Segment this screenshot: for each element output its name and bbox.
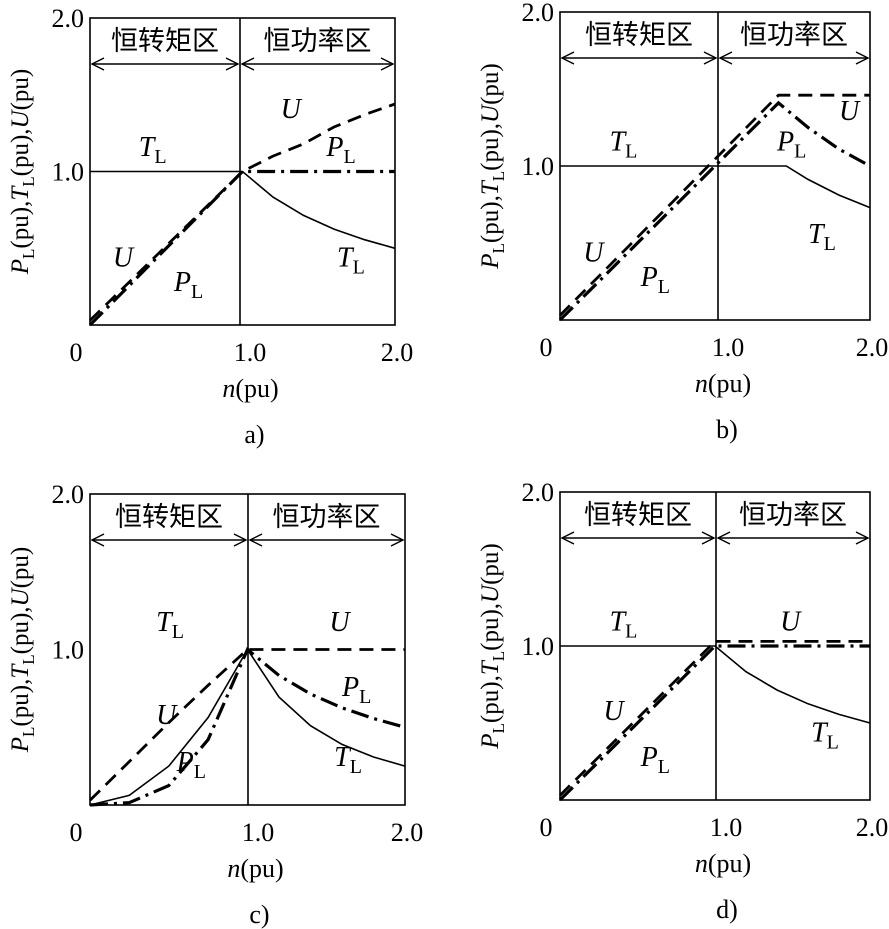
series-line-u: [89, 102, 396, 322]
curve-label-u: U: [113, 243, 135, 274]
curve-label-u: U: [281, 94, 303, 125]
panel-caption: c): [249, 900, 269, 929]
series-line-p: [88, 169, 395, 327]
series-line-p: [558, 644, 870, 802]
x-axis-label: n(pu): [222, 374, 278, 403]
chart-panel: 恒转矩区 恒功率区 0 1.0 2.0 1.0 2.0 n(pu) a) PL(pu),TL(pu…: [7, 4, 413, 449]
x-tick-label: 0: [540, 333, 553, 362]
y-tick-label: 1.0: [52, 636, 85, 665]
x-tick-label: 2.0: [381, 338, 414, 367]
arrowhead: [390, 533, 405, 547]
curve-label-p: PL: [176, 747, 206, 783]
arrowhead: [560, 531, 575, 545]
series-line-u: [559, 640, 870, 797]
arrowhead: [240, 57, 255, 71]
series-line-t: [560, 165, 871, 209]
region-label-constant-power: 恒功率区: [739, 500, 847, 531]
x-axis-label: n(pu): [695, 369, 751, 398]
y-tick-label: 2.0: [522, 0, 555, 27]
x-axis-label: n(pu): [227, 854, 283, 883]
curve-label-t: TL: [808, 219, 836, 255]
region-label-constant-power: 恒功率区: [273, 502, 381, 533]
x-tick-label: 1.0: [710, 813, 743, 842]
region-label-constant-torque: 恒转矩区: [584, 500, 692, 531]
panel-caption: d): [716, 895, 738, 924]
chart-panel: 恒转矩区 恒功率区 0 1.0 2.0 1.0 2.0 n(pu) c) PL(pu),TL(pu…: [7, 480, 423, 929]
arrowhead: [701, 531, 716, 545]
arrowhead: [855, 531, 870, 545]
curve-label-u: U: [603, 696, 625, 727]
arrowhead: [380, 57, 395, 71]
x-tick-label: 2.0: [856, 813, 889, 842]
curve-label-u: U: [156, 700, 178, 731]
curve-label-t: TL: [156, 607, 184, 643]
arrowhead: [703, 51, 718, 65]
arrowhead: [90, 533, 105, 547]
panel-caption: a): [244, 420, 264, 449]
chart-panel: 恒转矩区 恒功率区 0 1.0 2.0 1.0 2.0 n(pu) d) PL(pu),TL(pu…: [477, 478, 888, 924]
x-tick-label: 1.0: [712, 333, 745, 362]
x-tick-label: 2.0: [391, 818, 424, 847]
chart-panel: 恒转矩区 恒功率区 0 1.0 2.0 1.0 2.0 n(pu) b) PL(pu),TL(pu…: [477, 0, 888, 444]
curve-label-u: U: [780, 607, 802, 638]
curve-label-t: TL: [610, 127, 638, 163]
curve-label-u: U: [329, 607, 351, 638]
series-line-t: [90, 170, 396, 250]
x-tick-label: 0: [70, 818, 83, 847]
y-tick-label: 2.0: [522, 478, 555, 507]
curve-label-t: TL: [610, 607, 638, 643]
x-tick-label: 1.0: [234, 338, 267, 367]
arrowhead: [225, 57, 240, 71]
x-tick-label: 1.0: [242, 818, 275, 847]
curve-label-p: PL: [776, 127, 806, 163]
region-label-constant-torque: 恒转矩区: [115, 502, 223, 533]
y-tick-label: 1.0: [52, 158, 85, 187]
x-tick-label: 2.0: [856, 333, 889, 362]
curve-label-t: TL: [337, 243, 365, 279]
curve-label-p: PL: [325, 132, 355, 168]
series-line-p: [558, 100, 871, 322]
region-label-constant-power: 恒功率区: [740, 20, 848, 51]
y-tick-label: 2.0: [52, 480, 85, 509]
series-line-t: [89, 647, 406, 806]
curve-label-p: PL: [173, 267, 203, 303]
curve-label-u: U: [583, 237, 605, 268]
arrowhead: [560, 51, 575, 65]
x-tick-label: 0: [540, 813, 553, 842]
series-line-u: [89, 648, 405, 802]
region-label-constant-power: 恒功率区: [264, 26, 372, 57]
curve-label-t: TL: [334, 742, 362, 778]
arrowhead: [90, 57, 105, 71]
arrowhead: [855, 51, 870, 65]
curve-label-p: PL: [640, 742, 670, 778]
curve-label-p: PL: [341, 672, 371, 708]
y-tick-label: 2.0: [52, 4, 85, 33]
series-line-t: [560, 645, 871, 724]
y-axis-label: PL(pu),TL(pu),U(pu): [7, 547, 38, 754]
region-label-constant-torque: 恒转矩区: [111, 26, 219, 57]
curve-label-p: PL: [640, 262, 670, 298]
y-axis-label: PL(pu),TL(pu),U(pu): [477, 63, 508, 270]
arrowhead: [248, 533, 263, 547]
panel-caption: b): [716, 415, 738, 444]
series-line-p: [89, 646, 406, 807]
x-axis-label: n(pu): [695, 849, 751, 878]
x-tick-label: 0: [70, 338, 83, 367]
arrowhead: [716, 531, 731, 545]
y-axis-label: PL(pu),TL(pu),U(pu): [7, 69, 38, 276]
y-tick-label: 1.0: [522, 632, 555, 661]
y-tick-label: 1.0: [522, 152, 555, 181]
y-axis-label: PL(pu),TL(pu),U(pu): [477, 543, 508, 750]
arrowhead: [718, 51, 733, 65]
region-label-constant-torque: 恒转矩区: [585, 20, 693, 51]
series-line-u: [559, 93, 870, 317]
curve-label-t: TL: [811, 717, 839, 753]
curve-label-u: U: [839, 96, 861, 127]
curve-label-t: TL: [139, 132, 167, 168]
arrowhead: [233, 533, 248, 547]
